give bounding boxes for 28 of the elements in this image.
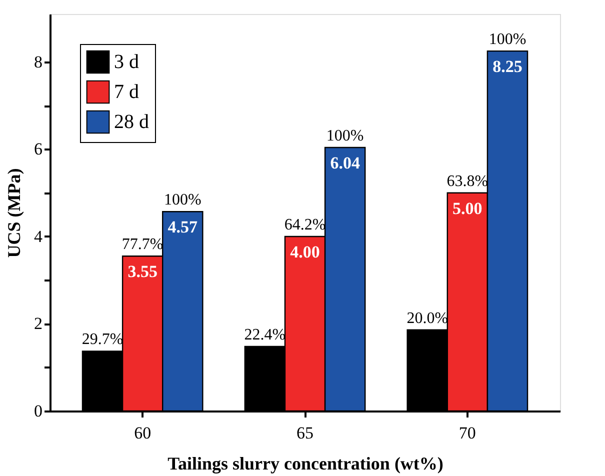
annotation: 63.8% bbox=[446, 172, 488, 190]
annotation: 77.7% bbox=[122, 236, 164, 254]
data-label: 4.00 bbox=[290, 242, 320, 262]
x-tick-label: 60 bbox=[134, 424, 152, 442]
data-label: 3.55 bbox=[128, 262, 158, 282]
annotation: 20.0% bbox=[406, 310, 448, 327]
x-axis-title: Tailings slurry concentration (wt%) bbox=[168, 454, 444, 474]
annotation: 100% bbox=[488, 31, 526, 48]
legend-label: 3 d bbox=[114, 51, 139, 73]
annotation: 64.2% bbox=[284, 216, 326, 234]
y-tick-label: 2 bbox=[34, 314, 42, 334]
y-tick-label: 8 bbox=[34, 52, 42, 72]
data-label: 6.04 bbox=[330, 153, 360, 172]
x-tick-label: 65 bbox=[296, 424, 314, 442]
y-tick-label: 4 bbox=[34, 226, 43, 246]
y-axis-title: UCS (MPa) bbox=[4, 168, 24, 258]
annotation: 22.4% bbox=[244, 326, 286, 344]
annotation: 100% bbox=[326, 127, 364, 144]
y-tick-label: 6 bbox=[34, 140, 42, 159]
annotation: 29.7% bbox=[82, 331, 124, 348]
legend-label: 28 d bbox=[114, 111, 149, 133]
y-tick-label: 0 bbox=[34, 402, 42, 420]
legend-label: 7 d bbox=[114, 81, 139, 103]
data-label: 8.25 bbox=[492, 57, 522, 76]
data-label: 5.00 bbox=[452, 198, 482, 218]
data-label: 4.57 bbox=[168, 218, 198, 237]
x-tick-label: 70 bbox=[458, 424, 476, 442]
annotation: 100% bbox=[164, 192, 202, 209]
